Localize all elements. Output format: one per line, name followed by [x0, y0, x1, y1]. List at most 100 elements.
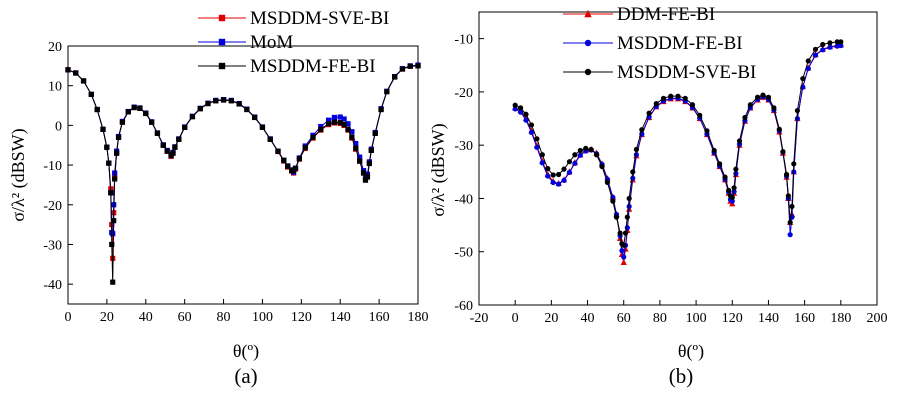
data-point [556, 171, 562, 178]
x-tick-label: 180 [408, 310, 429, 325]
data-point [577, 152, 583, 158]
data-point [244, 106, 250, 113]
data-point [827, 40, 833, 46]
legend-label: MSDDM-SVE-BI [250, 8, 389, 29]
series-msddm-sve-bi [512, 39, 844, 248]
data-point [711, 147, 717, 154]
data-point [119, 119, 126, 125]
x-tick-label: 160 [794, 311, 815, 326]
y-tick-label: -10 [43, 159, 62, 174]
legend-marker [584, 39, 592, 47]
x-tick-label: -20 [470, 311, 489, 326]
series-line [67, 65, 419, 283]
data-point [88, 91, 94, 98]
data-point [561, 166, 567, 172]
legend-marker [218, 62, 226, 70]
data-point [805, 58, 811, 64]
data-point [610, 198, 616, 204]
data-point [838, 39, 844, 45]
data-point [834, 39, 840, 45]
data-point [682, 95, 688, 101]
x-tick-label: 60 [617, 311, 631, 326]
data-point [296, 156, 302, 162]
y-tick-label: -20 [43, 199, 62, 214]
data-point [760, 92, 766, 98]
data-point [556, 181, 562, 187]
data-point [789, 203, 795, 210]
data-point [747, 102, 753, 108]
data-point [621, 254, 627, 260]
data-point [94, 106, 100, 113]
data-point [275, 148, 281, 154]
series-mom [65, 62, 421, 237]
data-point [742, 114, 748, 121]
data-point [259, 124, 266, 130]
data-point [675, 93, 681, 99]
data-point [512, 102, 518, 108]
data-point [372, 130, 378, 136]
x-tick-label: 100 [252, 310, 273, 325]
data-point [588, 146, 594, 153]
data-point [100, 126, 106, 132]
data-point [104, 144, 110, 150]
x-tick-label: 20 [544, 311, 558, 326]
data-point [160, 142, 166, 148]
x-tick-label: 60 [178, 310, 192, 325]
data-point [143, 110, 149, 117]
data-point [787, 232, 793, 238]
data-point [106, 160, 112, 166]
data-point [622, 230, 629, 236]
data-point [528, 122, 535, 128]
data-point [73, 70, 79, 76]
panel-caption: (a) [234, 364, 257, 388]
data-point [80, 78, 87, 84]
data-point [378, 106, 384, 113]
data-point [755, 94, 761, 100]
data-point [838, 42, 844, 49]
series-line [67, 64, 419, 236]
data-point [566, 169, 573, 175]
x-tick-label: 40 [581, 311, 595, 326]
data-point [800, 75, 806, 82]
data-point [785, 193, 791, 199]
data-point [399, 66, 406, 72]
legend-marker [218, 14, 226, 22]
data-point [267, 136, 273, 142]
data-point [518, 109, 524, 115]
data-point [771, 105, 777, 111]
x-tick-label: 200 [867, 311, 888, 326]
data-point [353, 141, 359, 147]
data-point [668, 93, 674, 99]
data-point [617, 230, 623, 236]
data-point [550, 172, 556, 178]
chart-panel-b: -20 0 20 40 60 80 100 120 140 160 180 200 -60 -50 -40 -… [428, 4, 888, 388]
data-point [534, 136, 540, 142]
data-point [65, 67, 71, 73]
data-point [613, 214, 620, 220]
x-tick-label: 120 [722, 311, 743, 326]
data-point [292, 165, 299, 171]
data-point [197, 106, 203, 112]
y-tick-label: -40 [43, 278, 62, 293]
data-point [325, 121, 332, 127]
data-point [108, 190, 114, 196]
data-point [620, 258, 627, 265]
panel-caption: (b) [669, 364, 694, 388]
data-point [624, 214, 630, 220]
x-tick-label: 80 [653, 311, 667, 326]
data-point [349, 129, 355, 135]
x-tick-label: 20 [100, 310, 114, 325]
y-tick-label: -10 [454, 33, 473, 48]
data-point [149, 119, 155, 125]
data-point [697, 112, 703, 118]
legend-marker [584, 9, 592, 18]
data-point [362, 177, 369, 183]
data-point [534, 144, 540, 150]
data-point [539, 160, 545, 166]
x-tick-label: 160 [369, 310, 390, 325]
x-tick-label: 0 [65, 310, 72, 325]
data-point [545, 173, 551, 179]
data-point [561, 177, 567, 183]
series-msddm-fe-bi [65, 63, 421, 285]
data-point [310, 134, 316, 140]
